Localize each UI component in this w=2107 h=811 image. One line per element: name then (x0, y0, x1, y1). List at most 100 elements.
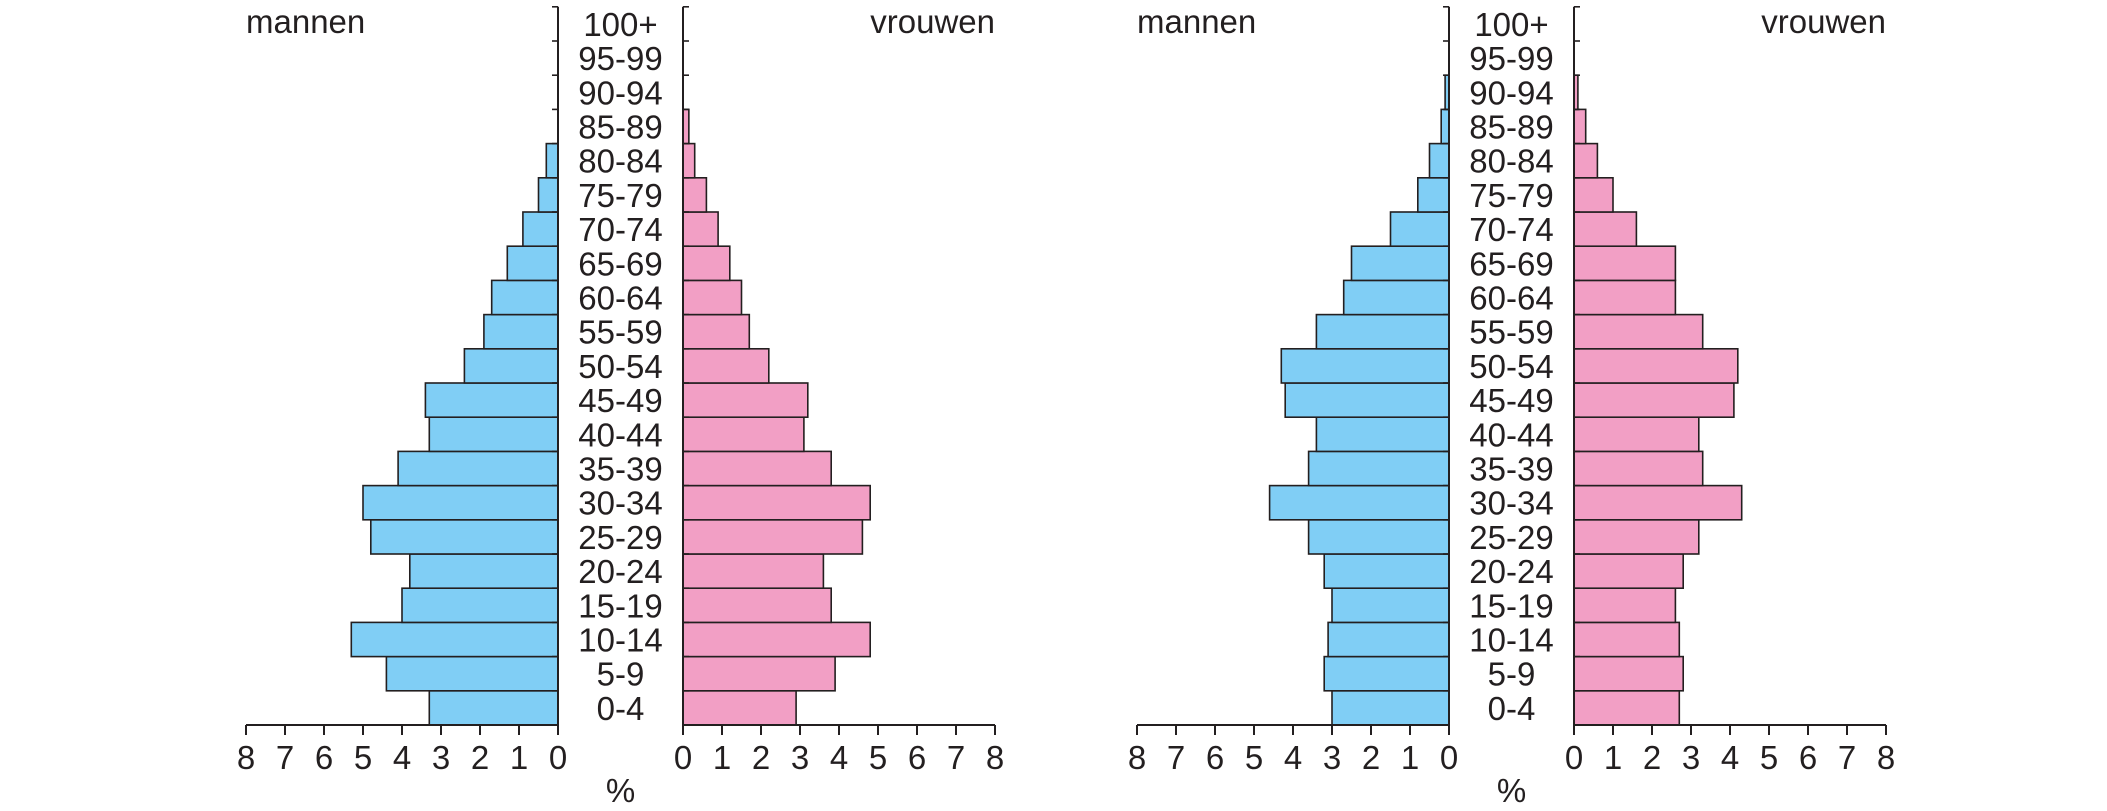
x-axis-label: % (606, 772, 635, 806)
age-label-50-54: 50-54 (1469, 348, 1553, 385)
bar-mannen-45-49 (1284, 382, 1450, 419)
bar-mannen-55-59 (1315, 313, 1450, 350)
female-tick-label-8: 8 (1877, 739, 1895, 776)
label-mannen: mannen (246, 3, 365, 40)
male-tick-label-2: 2 (471, 739, 489, 776)
bar-vrouwen-30-34 (1573, 484, 1743, 521)
bar-mannen-50-54 (1280, 347, 1450, 384)
male-tick-label-8: 8 (1128, 739, 1146, 776)
bar-vrouwen-80-84 (1573, 142, 1599, 179)
age-label-25-29: 25-29 (578, 519, 662, 556)
female-tick-label-8: 8 (986, 739, 1004, 776)
male-tick-label-2: 2 (1362, 739, 1380, 776)
bar-vrouwen-55-59 (1573, 313, 1704, 350)
bar-vrouwen-0-4 (1573, 689, 1681, 726)
age-label-90-94: 90-94 (1469, 74, 1553, 111)
bar-mannen-10-14 (350, 621, 559, 658)
age-label-40-44: 40-44 (1469, 416, 1553, 453)
bar-mannen-10-14 (1327, 621, 1450, 658)
age-label-15-19: 15-19 (1469, 587, 1553, 624)
bar-mannen-5-9 (1323, 655, 1450, 692)
age-label-70-74: 70-74 (1469, 211, 1553, 248)
female-tick-label-2: 2 (752, 739, 770, 776)
bar-vrouwen-35-39 (1573, 450, 1704, 487)
age-label-45-49: 45-49 (578, 382, 662, 419)
bar-vrouwen-60-64 (682, 279, 743, 316)
bar-mannen-65-69 (506, 245, 559, 282)
bar-vrouwen-70-74 (1573, 211, 1638, 248)
age-label-25-29: 25-29 (1469, 519, 1553, 556)
bar-mannen-40-44 (1315, 416, 1450, 453)
age-label-55-59: 55-59 (1469, 314, 1553, 351)
age-label-60-64: 60-64 (1469, 280, 1553, 317)
bar-vrouwen-20-24 (682, 553, 825, 590)
age-label-100+: 100+ (1474, 6, 1548, 43)
female-tick-label-7: 7 (1838, 739, 1856, 776)
bar-vrouwen-15-19 (682, 587, 832, 624)
female-tick-label-6: 6 (1799, 739, 1817, 776)
male-tick-label-4: 4 (1284, 739, 1302, 776)
bar-vrouwen-5-9 (1573, 655, 1684, 692)
bar-mannen-15-19 (401, 587, 559, 624)
male-tick-label-7: 7 (1167, 739, 1185, 776)
bar-vrouwen-10-14 (682, 621, 871, 658)
bar-mannen-35-39 (397, 450, 559, 487)
label-vrouwen: vrouwen (1761, 3, 1886, 40)
bar-mannen-70-74 (522, 211, 559, 248)
age-label-65-69: 65-69 (578, 245, 662, 282)
age-label-15-19: 15-19 (578, 587, 662, 624)
age-label-0-4: 0-4 (1488, 690, 1536, 727)
bar-mannen-65-69 (1350, 245, 1450, 282)
age-label-40-44: 40-44 (578, 416, 662, 453)
male-tick-label-8: 8 (237, 739, 255, 776)
bar-vrouwen-40-44 (682, 416, 805, 453)
bar-mannen-25-29 (369, 518, 559, 555)
male-tick-label-1: 1 (510, 739, 528, 776)
female-tick-label-7: 7 (947, 739, 965, 776)
age-label-0-4: 0-4 (597, 690, 645, 727)
bar-mannen-80-84 (1428, 142, 1450, 179)
female-tick-label-4: 4 (830, 739, 848, 776)
male-tick-label-4: 4 (393, 739, 411, 776)
bar-vrouwen-15-19 (1573, 587, 1677, 624)
female-tick-label-0: 0 (674, 739, 692, 776)
female-tick-label-5: 5 (869, 739, 887, 776)
bar-vrouwen-35-39 (682, 450, 832, 487)
age-label-95-99: 95-99 (578, 40, 662, 77)
age-label-20-24: 20-24 (578, 553, 662, 590)
bar-mannen-30-34 (362, 484, 559, 521)
age-label-5-9: 5-9 (597, 656, 645, 693)
bar-vrouwen-55-59 (682, 313, 751, 350)
bar-vrouwen-65-69 (682, 245, 731, 282)
age-label-90-94: 90-94 (578, 74, 662, 111)
bar-mannen-60-64 (1342, 279, 1450, 316)
bar-vrouwen-70-74 (682, 211, 719, 248)
bar-mannen-75-79 (1417, 177, 1450, 213)
age-label-60-64: 60-64 (578, 280, 662, 317)
female-tick-label-2: 2 (1643, 739, 1661, 776)
bar-mannen-25-29 (1307, 518, 1450, 555)
male-tick-label-3: 3 (1323, 739, 1341, 776)
bar-mannen-20-24 (408, 553, 559, 590)
bar-vrouwen-45-49 (1573, 382, 1735, 419)
bar-mannen-50-54 (463, 347, 559, 384)
age-label-95-99: 95-99 (1469, 40, 1553, 77)
age-label-65-69: 65-69 (1469, 245, 1553, 282)
bar-mannen-15-19 (1331, 587, 1450, 624)
male-tick-label-5: 5 (1245, 739, 1263, 776)
male-tick-label-1: 1 (1401, 739, 1419, 776)
age-label-85-89: 85-89 (1469, 109, 1553, 146)
female-tick-label-1: 1 (713, 739, 731, 776)
male-tick-label-0: 0 (1440, 739, 1458, 776)
bar-vrouwen-50-54 (682, 347, 770, 384)
age-label-85-89: 85-89 (578, 109, 662, 146)
male-tick-label-5: 5 (354, 739, 372, 776)
bar-mannen-80-84 (545, 142, 559, 179)
bar-mannen-85-89 (1440, 108, 1450, 145)
age-label-35-39: 35-39 (1469, 451, 1553, 488)
bar-vrouwen-20-24 (1573, 553, 1684, 590)
male-tick-label-0: 0 (549, 739, 567, 776)
bar-mannen-70-74 (1389, 211, 1450, 248)
